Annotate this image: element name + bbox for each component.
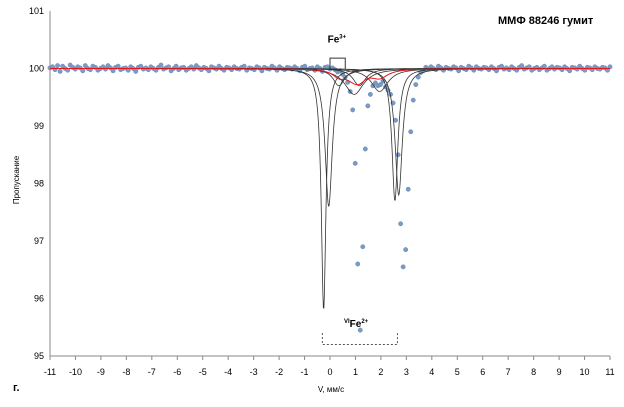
data-point — [352, 160, 358, 166]
y-tick-label: 97 — [34, 236, 44, 246]
data-point — [408, 129, 414, 135]
x-tick-label: 9 — [557, 367, 562, 377]
x-axis-title: V, мм/с — [318, 385, 344, 394]
fit-envelope-line — [50, 68, 610, 86]
data-point — [415, 74, 421, 80]
y-tick-label: 98 — [34, 179, 44, 189]
x-tick-label: 1 — [353, 367, 358, 377]
data-point — [357, 327, 363, 333]
x-tick-label: -1 — [301, 367, 309, 377]
y-tick-label: 99 — [34, 121, 44, 131]
x-tick-label: -4 — [224, 367, 232, 377]
data-point — [403, 247, 409, 253]
x-tick-label: 8 — [531, 367, 536, 377]
data-point — [400, 264, 406, 270]
x-tick-label: -9 — [97, 367, 105, 377]
data-point — [519, 63, 525, 69]
data-point — [57, 68, 63, 74]
data-point — [355, 261, 361, 267]
y-tick-label: 100 — [29, 64, 44, 74]
data-points — [47, 62, 613, 333]
data-point — [413, 82, 419, 88]
data-point — [360, 244, 366, 250]
data-point — [350, 107, 356, 113]
x-tick-label: 4 — [429, 367, 434, 377]
y-tick-labels: 95 96 97 98 99 100 101 — [29, 6, 44, 361]
x-tick-labels: -11 -10 -9 -8 -7 -6 -5 -4 -3 -2 -1 0 1 2 3 4 5 6 7 8 9 10 11 — [44, 367, 615, 377]
data-point — [367, 91, 373, 97]
x-tick-label: -5 — [199, 367, 207, 377]
fe3-bracket — [329, 57, 346, 69]
data-point — [365, 103, 371, 109]
x-tick-label: 3 — [404, 367, 409, 377]
data-point — [206, 68, 212, 74]
y-axis-title: Пропускание — [12, 155, 21, 204]
x-tick-label: -8 — [122, 367, 130, 377]
data-point — [103, 66, 108, 72]
x-tick-marks — [49, 356, 611, 360]
data-point — [158, 62, 164, 68]
x-tick-label: 10 — [580, 367, 590, 377]
x-tick-label: -3 — [250, 367, 258, 377]
y-tick-label: 101 — [29, 6, 44, 16]
x-tick-label: 11 — [605, 367, 614, 377]
y-tick-label: 95 — [34, 351, 44, 361]
data-point — [605, 67, 610, 73]
data-point — [55, 63, 60, 69]
data-point — [133, 68, 139, 74]
x-tick-label: -2 — [275, 367, 283, 377]
x-tick-label: 5 — [455, 367, 460, 377]
x-tick-label: 6 — [480, 367, 485, 377]
fe3-annotation: Fe3+ — [328, 35, 347, 46]
data-point — [80, 68, 86, 74]
data-point — [378, 82, 383, 88]
data-point — [542, 63, 547, 69]
data-point — [125, 67, 131, 73]
data-point — [405, 186, 411, 192]
panel-label: г. — [13, 382, 20, 394]
data-point — [410, 97, 416, 103]
x-tick-label: -11 — [44, 367, 56, 377]
chart-title: ММФ 88246 гумит — [498, 15, 594, 27]
x-tick-label: 2 — [378, 367, 383, 377]
data-point — [395, 152, 401, 158]
fe2-bracket — [321, 333, 398, 345]
x-tick-label: 7 — [506, 367, 511, 377]
x-tick-label: -7 — [148, 367, 156, 377]
x-tick-label: -6 — [173, 367, 181, 377]
data-point — [398, 221, 404, 227]
x-tick-label: 0 — [327, 367, 332, 377]
data-point — [362, 146, 368, 152]
data-point — [241, 63, 247, 69]
fe2-annotation: VIFe2+ — [344, 319, 369, 330]
y-tick-label: 96 — [34, 294, 44, 304]
x-tick-label: -10 — [69, 367, 82, 377]
